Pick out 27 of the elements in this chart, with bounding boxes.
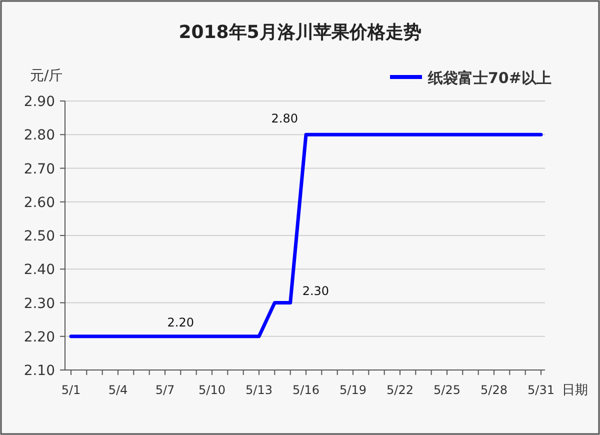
x-tick-label: 5/4 <box>108 383 128 397</box>
y-tick-label: 2.60 <box>24 194 55 211</box>
data-label: 2.20 <box>167 315 194 330</box>
x-tick-label: 5/31 <box>528 383 554 397</box>
x-tick-label: 5/16 <box>292 383 320 397</box>
x-tick-label: 5/19 <box>340 383 366 397</box>
y-tick-label: 2.80 <box>24 128 55 144</box>
x-axis-title: 日期 <box>562 383 588 398</box>
x-tick-label: 5/1 <box>61 383 81 397</box>
y-tick-label: 2.20 <box>24 329 55 346</box>
x-tick-label: 5/10 <box>198 383 226 397</box>
y-axis-title: 元/斤 <box>30 68 63 84</box>
y-tick-label: 2.50 <box>24 228 55 244</box>
data-label: 2.80 <box>271 112 298 126</box>
x-tick-label: 5/28 <box>480 383 508 397</box>
y-tick-label: 2.10 <box>24 363 55 379</box>
x-tick-label: 5/22 <box>386 383 414 397</box>
x-tick-label: 5/7 <box>155 383 175 397</box>
y-tick-label: 2.40 <box>24 262 55 278</box>
x-tick-label: 5/25 <box>434 383 460 397</box>
y-tick-label: 2.70 <box>24 161 55 178</box>
data-label: 2.30 <box>302 284 330 298</box>
chart-title: 2018年5月洛川苹果价格走势 <box>178 22 422 43</box>
y-tick-label: 2.30 <box>24 296 55 312</box>
y-tick-label: 2.90 <box>24 94 55 110</box>
legend-label: 纸袋富士70#以上 <box>427 69 552 87</box>
x-tick-label: 5/13 <box>246 383 272 397</box>
